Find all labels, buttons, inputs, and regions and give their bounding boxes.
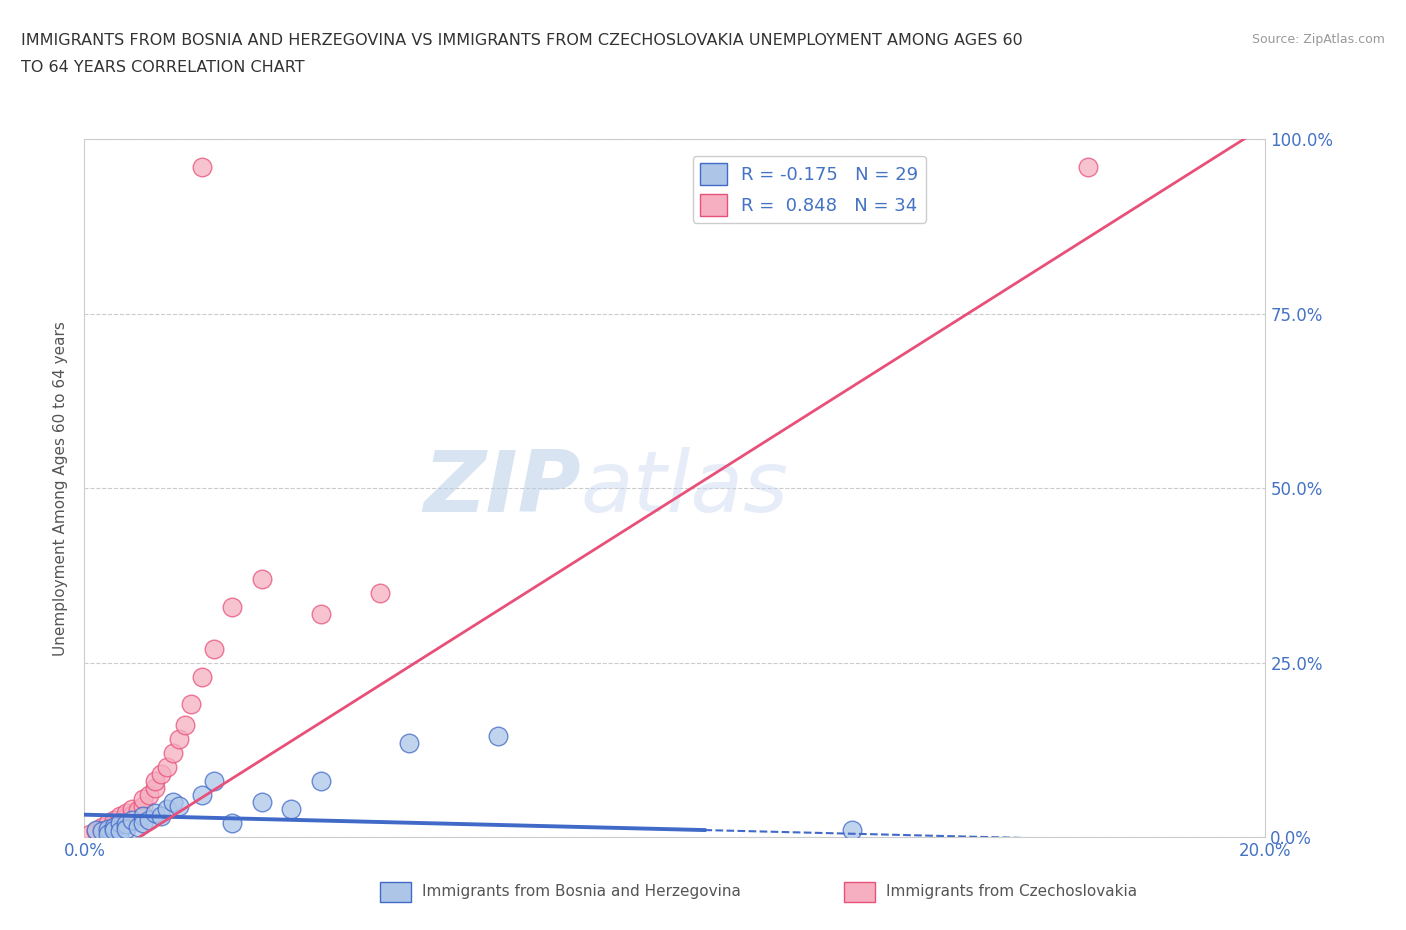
Point [132,816,155,830]
Legend: R = -0.175   N = 29, R =  0.848   N = 34: R = -0.175 N = 29, R = 0.848 N = 34 [693,155,925,223]
Point [121,807,143,822]
Point [150,766,173,781]
Point [398,736,420,751]
Point [103,812,125,827]
Point [173,718,195,733]
Point [132,791,155,806]
Point [97,821,120,836]
Point [114,810,136,825]
Point [103,817,125,832]
Point [91,824,114,839]
Point [156,760,179,775]
Point [250,571,273,587]
Point [202,642,225,657]
Point [309,774,332,789]
Point [156,802,179,817]
Point [84,824,107,839]
Point [97,821,120,836]
Text: ZIP: ZIP [423,446,581,530]
Point [121,802,143,817]
Point [162,794,184,809]
Point [143,774,166,789]
Point [121,812,143,827]
Point [97,826,120,841]
Point [167,798,190,813]
Point [91,819,114,834]
Point [138,788,160,803]
Text: TO 64 YEARS CORRELATION CHART: TO 64 YEARS CORRELATION CHART [21,60,305,75]
Point [191,788,214,803]
Point [841,823,863,838]
Point [309,606,332,621]
Point [138,812,160,827]
Point [108,824,131,839]
Point [191,670,214,684]
Text: atlas: atlas [581,446,789,530]
Point [108,815,131,830]
Point [79,826,101,841]
Point [167,732,190,747]
Point [103,823,125,838]
Point [97,816,120,830]
Point [221,600,243,615]
Point [150,809,173,824]
Point [162,746,184,761]
Point [114,805,136,820]
Point [202,774,225,789]
Point [84,823,107,838]
Point [132,809,155,824]
Point [143,781,166,796]
Point [1077,160,1099,175]
Point [127,819,149,834]
Point [221,816,243,830]
Text: IMMIGRANTS FROM BOSNIA AND HERZEGOVINA VS IMMIGRANTS FROM CZECHOSLOVAKIA UNEMPLO: IMMIGRANTS FROM BOSNIA AND HERZEGOVINA V… [21,33,1022,47]
Point [280,802,302,817]
Point [114,817,136,832]
Y-axis label: Unemployment Among Ages 60 to 64 years: Unemployment Among Ages 60 to 64 years [53,321,69,656]
Point [191,160,214,175]
Point [108,816,131,830]
Point [132,798,155,813]
Point [114,821,136,836]
Point [486,728,509,743]
Point [368,586,391,601]
Text: Immigrants from Czechoslovakia: Immigrants from Czechoslovakia [886,884,1137,899]
Point [143,805,166,820]
Point [127,804,149,818]
Text: Source: ZipAtlas.com: Source: ZipAtlas.com [1251,33,1385,46]
Text: Immigrants from Bosnia and Herzegovina: Immigrants from Bosnia and Herzegovina [422,884,741,899]
Point [180,698,202,712]
Point [250,794,273,809]
Point [108,809,131,824]
Point [91,823,114,838]
Point [103,819,125,834]
